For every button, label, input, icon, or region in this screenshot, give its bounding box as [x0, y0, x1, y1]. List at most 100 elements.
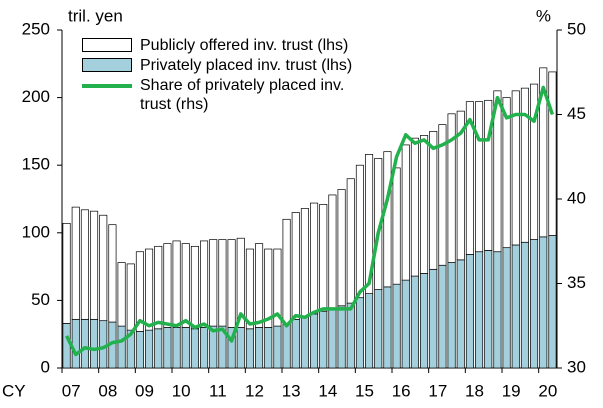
bar [456, 110, 465, 261]
bar [154, 245, 163, 330]
bar [71, 206, 80, 320]
bar [291, 318, 300, 369]
legend-swatch [82, 84, 132, 88]
y-tick-label: 100 [22, 222, 50, 241]
bar [346, 178, 355, 304]
x-tick-label: 10 [172, 381, 191, 400]
bar [392, 283, 401, 369]
legend-label: Publicly offered inv. trust (lhs) [140, 37, 349, 54]
bar [493, 90, 502, 253]
bar [447, 113, 456, 263]
legend-label: Privately placed inv. trust (lhs) [140, 57, 353, 74]
bar [438, 124, 447, 266]
bar [365, 154, 374, 294]
bar [190, 245, 199, 330]
bar [438, 264, 447, 369]
bar [355, 164, 364, 299]
bar [346, 302, 355, 369]
bar [80, 318, 89, 369]
bar [401, 144, 410, 281]
x-tick-label: 09 [135, 381, 154, 400]
x-tick-label: 16 [392, 381, 411, 400]
bar [511, 90, 520, 246]
bar [530, 239, 539, 369]
bar [456, 259, 465, 369]
bar [310, 202, 319, 315]
y2-tick-label: 50 [567, 19, 586, 38]
bar [337, 305, 346, 369]
bar [154, 328, 163, 369]
bar [255, 243, 264, 328]
bar [181, 243, 190, 328]
bar [319, 310, 328, 369]
bar [310, 313, 319, 369]
bar [255, 327, 264, 369]
x-tick-label: 19 [502, 381, 521, 400]
y-tick-label: 150 [22, 155, 50, 174]
bar [539, 236, 548, 369]
bar [227, 239, 236, 328]
x-axis-label: CY [2, 381, 26, 400]
bar [420, 135, 429, 274]
bar [548, 235, 557, 369]
legend-swatch [82, 58, 132, 72]
bar [429, 268, 438, 369]
bar [530, 83, 539, 240]
bar [465, 254, 474, 369]
legend-label: Share of privately placed inv. trust (rh… [140, 77, 345, 113]
bar [420, 273, 429, 369]
y2-tick-label: 30 [567, 357, 586, 376]
bar [99, 214, 108, 322]
bar [319, 204, 328, 312]
bar [484, 99, 493, 251]
legend-entry: Publicly offered inv. trust (lhs) [82, 36, 382, 55]
bar [493, 251, 502, 369]
bar [126, 263, 135, 331]
bar [520, 87, 529, 243]
line [65, 85, 555, 357]
y2-axis-label: % [536, 6, 551, 25]
bar [80, 209, 89, 320]
bar [200, 327, 209, 369]
bar [383, 151, 392, 288]
y-tick-label: 50 [31, 290, 50, 309]
legend-swatch [82, 38, 132, 52]
bar [475, 251, 484, 369]
bar [511, 244, 520, 369]
y-tick-label: 0 [41, 357, 50, 376]
bar [172, 240, 181, 328]
bar [264, 248, 273, 328]
bar [383, 286, 392, 369]
legend-entry: Privately placed inv. trust (lhs) [82, 56, 382, 75]
bar [236, 237, 245, 328]
bar [245, 248, 254, 330]
bar [548, 71, 557, 236]
bar [328, 194, 337, 309]
bar [337, 189, 346, 307]
bar [117, 262, 126, 327]
bar [502, 247, 511, 369]
bar [429, 131, 438, 270]
bar [108, 224, 117, 323]
bar [520, 241, 529, 369]
bar [145, 248, 154, 331]
bar [71, 318, 80, 369]
x-tick-label: 07 [62, 381, 81, 400]
x-tick-label: 14 [318, 381, 337, 400]
x-tick-label: 17 [428, 381, 447, 400]
bar [475, 101, 484, 253]
bar [273, 248, 282, 327]
bar [135, 331, 144, 369]
bar [200, 240, 209, 328]
bar [236, 327, 245, 369]
x-tick-label: 20 [538, 381, 557, 400]
bar [355, 297, 364, 369]
bar [300, 208, 309, 317]
bar [218, 239, 227, 327]
legend-entry: Share of privately placed inv. trust (rh… [82, 76, 382, 114]
x-tick-label: 13 [282, 381, 301, 400]
bar [282, 218, 291, 324]
bar [90, 318, 99, 369]
